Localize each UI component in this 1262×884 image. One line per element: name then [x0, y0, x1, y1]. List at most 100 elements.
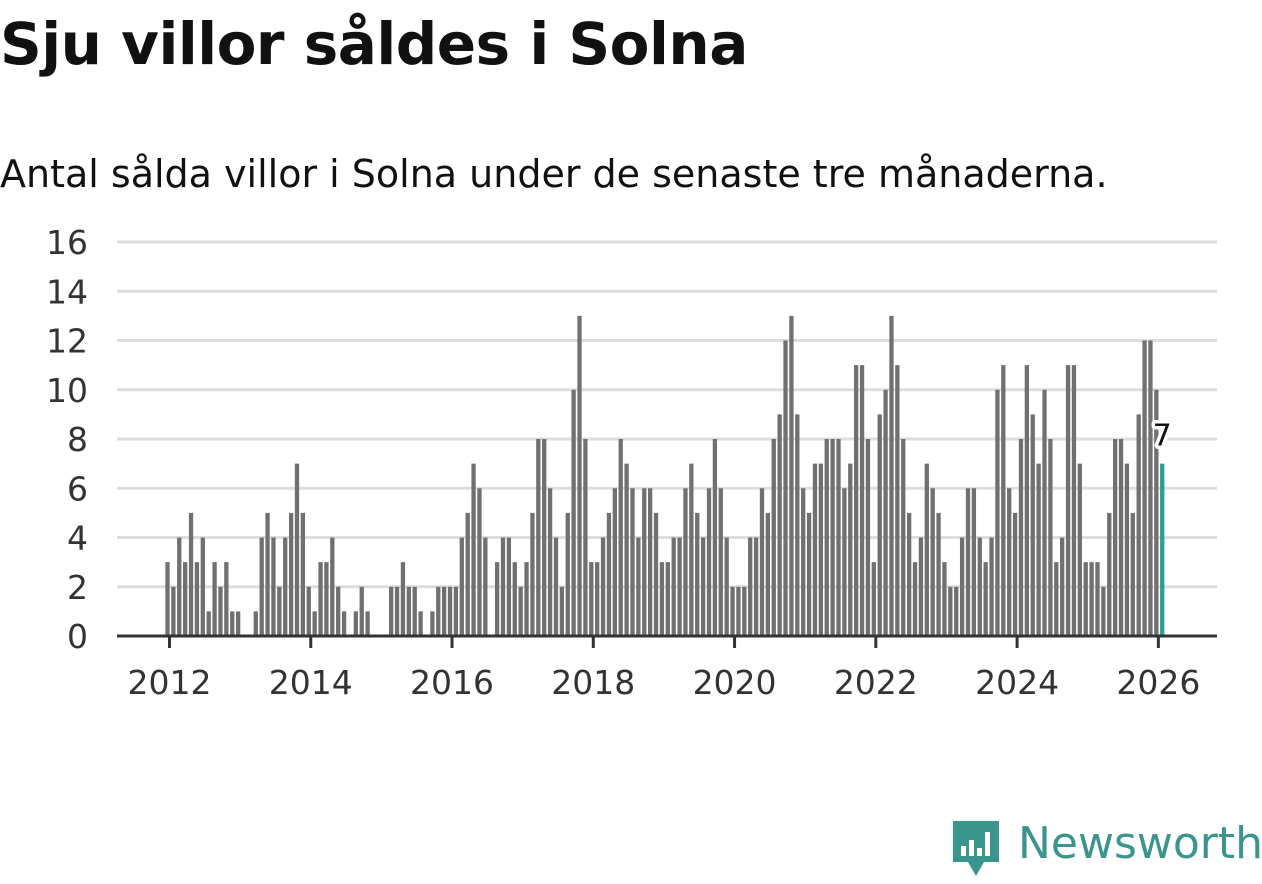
bar: [901, 439, 906, 636]
bar: [583, 439, 588, 636]
y-tick-label: 10: [46, 371, 88, 410]
bar: [689, 463, 694, 637]
bar: [306, 586, 311, 636]
bar: [200, 537, 205, 636]
bar: [518, 586, 523, 636]
x-tick-label: 2022: [834, 663, 918, 702]
bar: [889, 315, 894, 637]
bar: [1024, 365, 1030, 637]
bar: [253, 611, 258, 637]
bar: [753, 537, 759, 636]
bar: [300, 512, 306, 637]
y-tick-label: 16: [46, 223, 88, 262]
bar: [877, 414, 882, 637]
bar: [1042, 389, 1047, 636]
bar: [330, 537, 335, 636]
bar: [871, 562, 876, 637]
bar: [995, 389, 1000, 636]
bar: [1071, 365, 1077, 637]
bar: [736, 586, 741, 636]
bar: [500, 537, 506, 636]
bar: [895, 365, 900, 637]
bar: [942, 562, 947, 637]
bar: [1048, 439, 1053, 636]
bar: [542, 439, 547, 636]
bar: [288, 512, 294, 637]
bar: [665, 562, 670, 637]
bar: [294, 463, 300, 637]
bar: [212, 562, 217, 637]
bar: [1101, 586, 1106, 636]
bar: [277, 586, 282, 636]
bar: [630, 488, 635, 636]
y-axis: 0 2 4 6 8 10 12 14 16: [46, 223, 88, 656]
bar: [948, 586, 953, 636]
bar: [742, 586, 747, 636]
y-tick-label: 8: [67, 420, 88, 459]
bar: [606, 512, 612, 637]
bar: [218, 586, 223, 636]
bar: [494, 562, 500, 637]
bar-chart-icon: [953, 821, 999, 876]
bar: [724, 537, 729, 636]
bar: [1007, 488, 1012, 636]
bar: [706, 488, 712, 636]
bar: [536, 439, 541, 636]
bar: [748, 537, 753, 636]
bar: [730, 586, 735, 636]
bar: [636, 537, 641, 636]
bar: [206, 611, 211, 637]
y-tick-label: 6: [67, 469, 88, 508]
bar: [1089, 562, 1094, 637]
bar: [324, 562, 329, 637]
bar: [406, 586, 411, 636]
bar: [1012, 512, 1018, 637]
bar: [312, 611, 317, 637]
bar: [235, 611, 241, 637]
bar: [765, 512, 771, 637]
bar: [465, 512, 470, 637]
newsworthy-logo[interactable]: Newsworthy: [950, 818, 1262, 880]
bar: [394, 586, 400, 636]
chart-subtitle: Antal sålda villor i Solna under de sena…: [0, 152, 1108, 196]
x-tick-label: 2014: [269, 663, 353, 702]
bar: [771, 439, 776, 636]
x-tick-label: 2012: [128, 663, 212, 702]
bar: [1054, 562, 1059, 637]
bar: [983, 562, 988, 637]
bar: [783, 340, 788, 636]
bar: [430, 611, 435, 637]
bar: [836, 439, 841, 636]
bar: [418, 611, 423, 637]
x-axis: 2012 2014 2016 2018 2020 2022 2024 2026: [117, 634, 1217, 702]
bar: [795, 414, 800, 637]
bar: [1130, 512, 1135, 637]
bar: [801, 488, 806, 636]
bar: [912, 562, 918, 637]
bar: [271, 537, 276, 636]
bar: [930, 488, 935, 636]
bar: [642, 488, 647, 636]
bar: [336, 586, 341, 636]
bar: [483, 537, 488, 636]
chart-title: Sju villor såldes i Solna: [0, 10, 748, 78]
x-tick-label: 2024: [975, 663, 1059, 702]
bar: [512, 562, 517, 637]
y-tick-label: 12: [46, 322, 88, 361]
bar: [453, 586, 459, 636]
bar: [577, 315, 582, 637]
bar: [171, 586, 176, 636]
bar: [183, 562, 188, 637]
bar: [977, 537, 982, 636]
bar: [165, 562, 170, 637]
bar-highlight: [1160, 463, 1165, 637]
value-annotation: 7: [1149, 415, 1175, 457]
bar: [624, 463, 629, 637]
bar: [589, 562, 594, 637]
bar: [759, 488, 765, 636]
bar: [653, 512, 659, 637]
bar: [789, 315, 794, 637]
bar: [1077, 463, 1082, 637]
bar: [1124, 463, 1130, 637]
bar: [600, 537, 606, 636]
